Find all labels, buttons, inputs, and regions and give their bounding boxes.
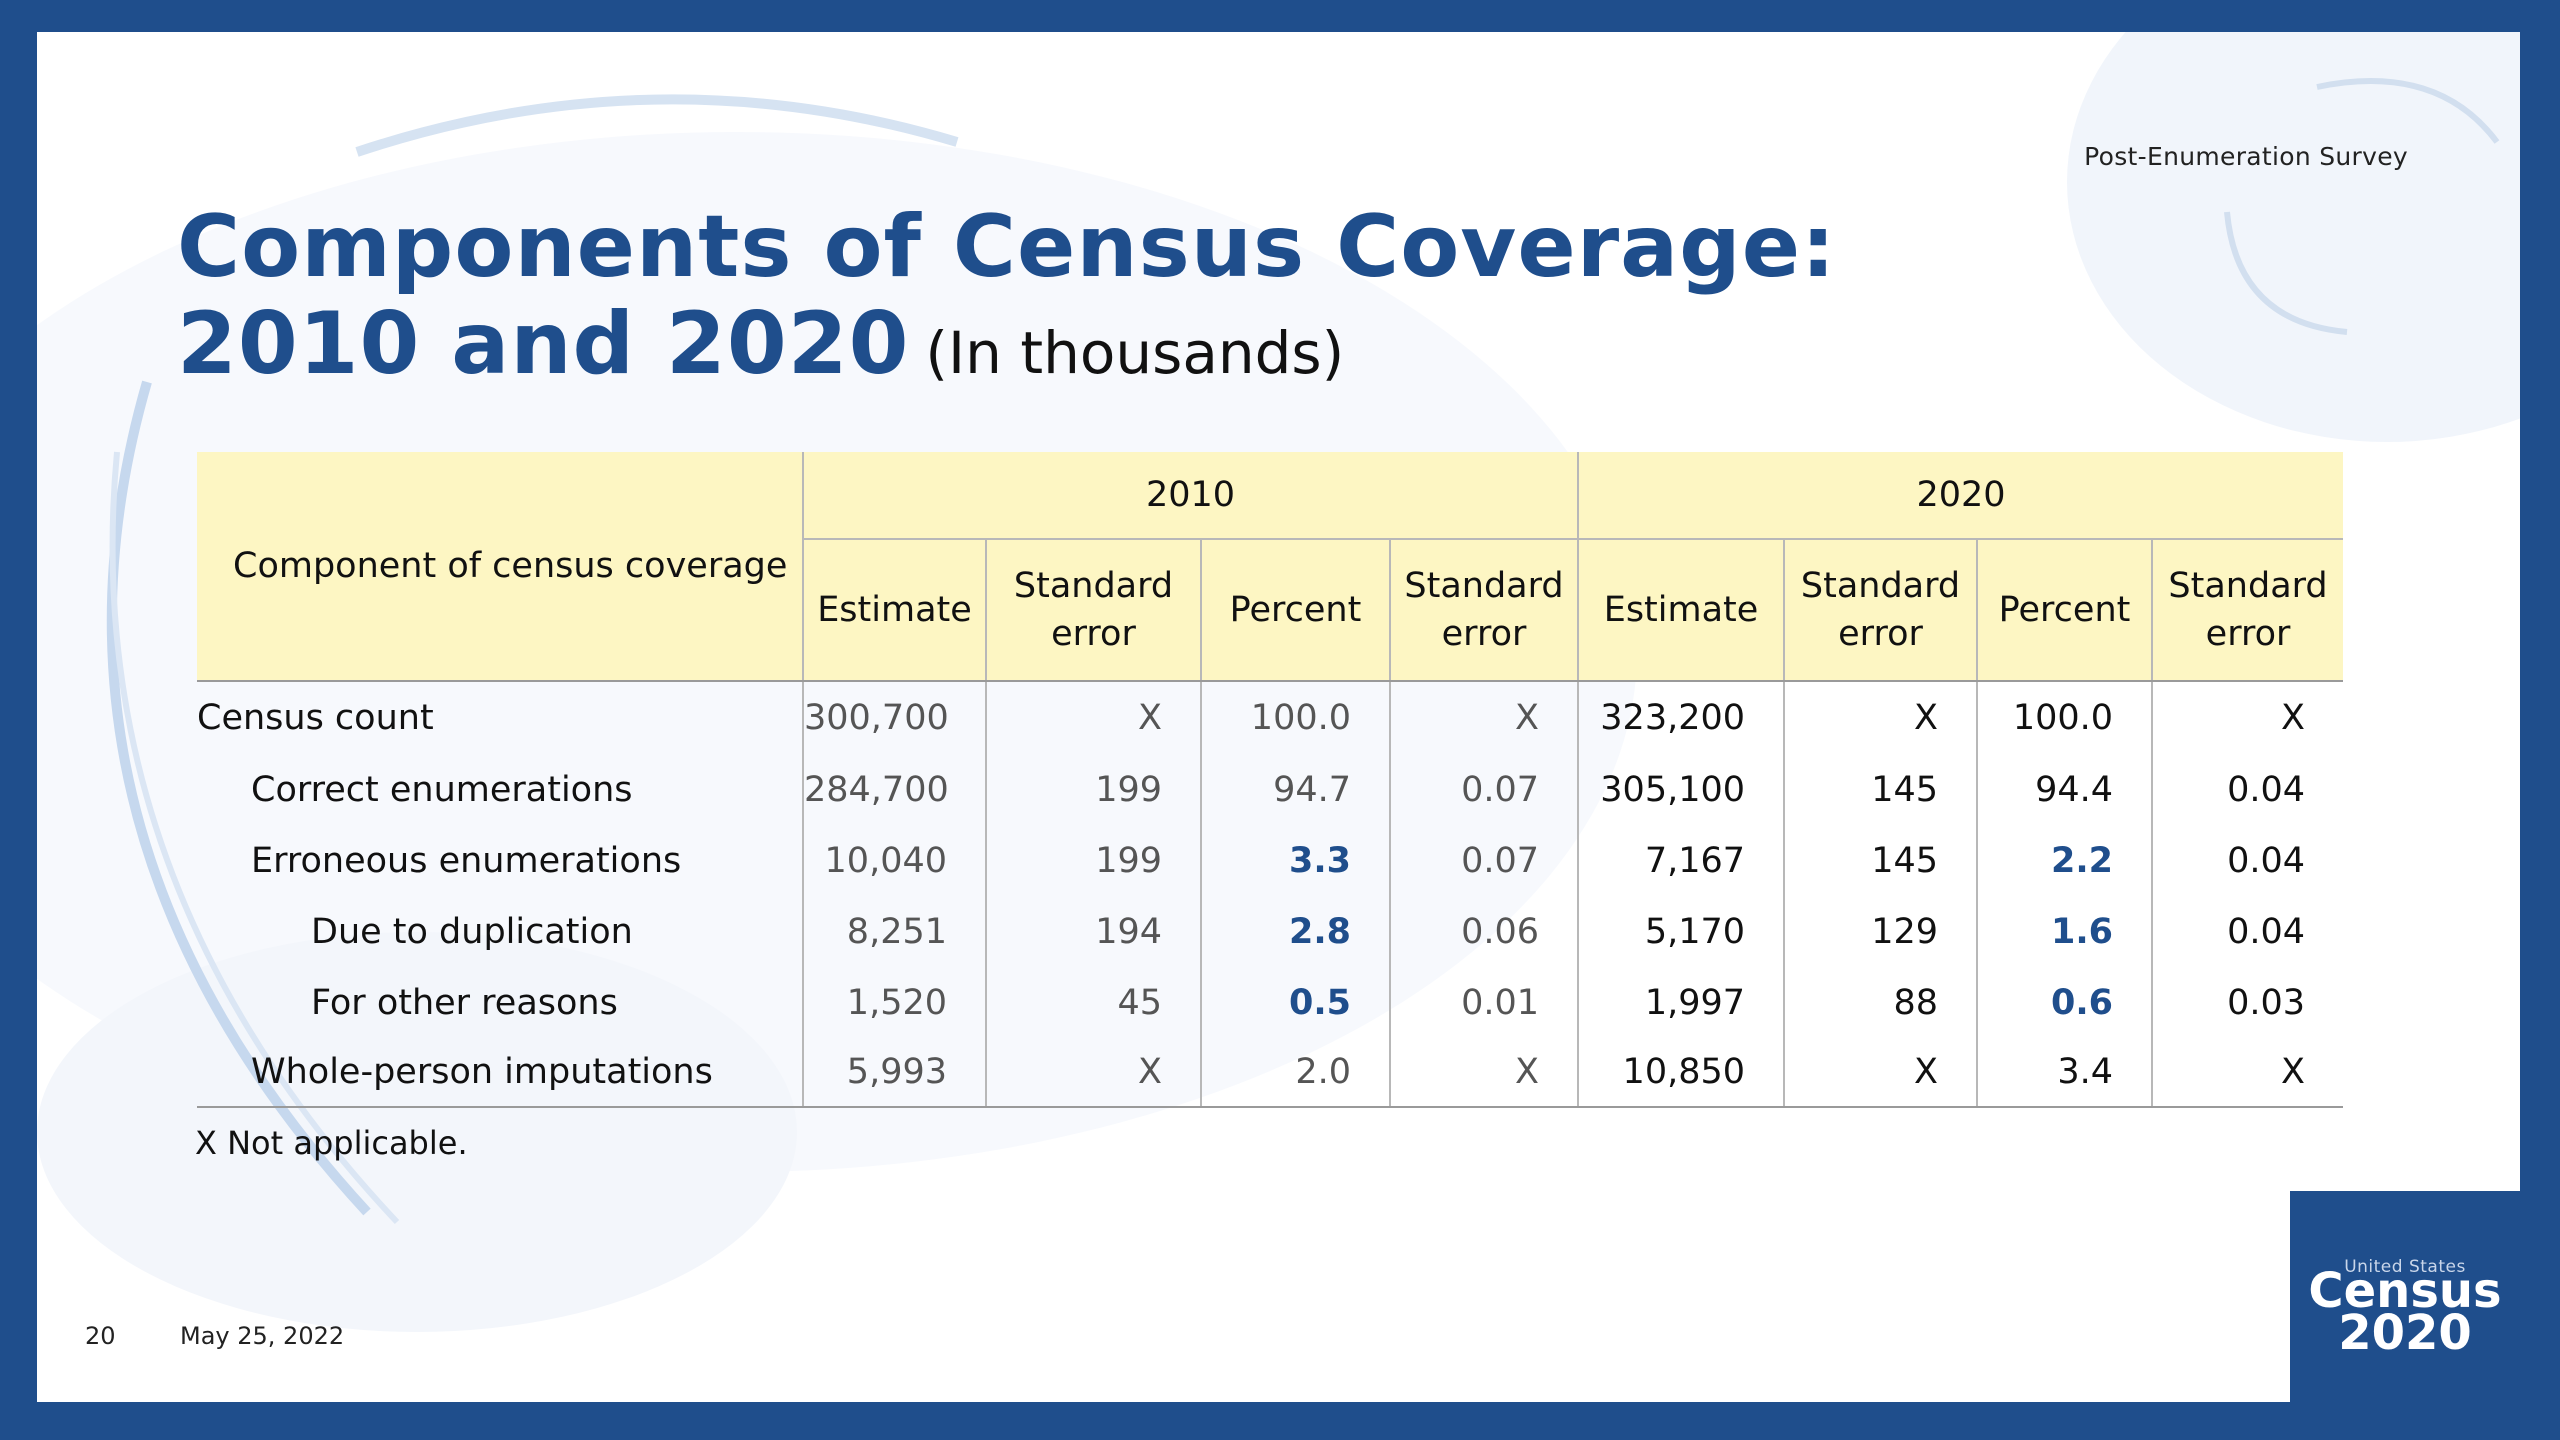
census-2020-logo: United States Census 2020	[2290, 1191, 2520, 1402]
table-cell-highlight: 1.6	[1976, 896, 2153, 967]
table-cell: X	[1388, 1038, 1579, 1108]
page-subtitle: (In thousands)	[925, 319, 1345, 387]
row-label: Census count	[197, 698, 434, 738]
row-label: Due to duplication	[311, 911, 633, 952]
header-row-measures: Estimate Standard error Percent Standard…	[197, 539, 2344, 682]
table-cell: 194	[985, 896, 1201, 967]
table-cell: 0.07	[1388, 825, 1579, 896]
table-cell-highlight: 0.5	[1200, 967, 1390, 1038]
table-cell: 3.4	[1976, 1038, 2153, 1108]
table-cell: 0.04	[2151, 896, 2344, 967]
table-cell: 284,700	[802, 754, 986, 825]
table-row: Due to duplication 8,251 194 2.8 0.06 5,…	[197, 896, 2344, 967]
table-cell-highlight: 2.8	[1200, 896, 1390, 967]
table-row: Correct enumerations 284,700 199 94.7 0.…	[197, 754, 2344, 825]
table-cell: 0.04	[2151, 825, 2344, 896]
table-cell: 8,251	[802, 896, 986, 967]
table-row: For other reasons 1,520 45 0.5 0.01 1,99…	[197, 967, 2344, 1038]
row-label: Correct enumerations	[251, 769, 633, 810]
logo-word: Census	[2308, 1263, 2502, 1319]
column-header-2020: 2020	[1577, 452, 2344, 540]
table-cell: 100.0	[1200, 681, 1390, 754]
table-cell: 0.04	[2151, 754, 2344, 825]
table-cell: 305,100	[1577, 754, 1785, 825]
table-row: Erroneous enumerations 10,040 199 3.3 0.…	[197, 825, 2344, 896]
table-cell: 2.0	[1200, 1038, 1390, 1108]
row-label: Whole-person imputations	[251, 1052, 713, 1092]
page-title-line-1: Components of Census Coverage:	[177, 197, 1837, 297]
page-title-years: 2010 and 2020	[177, 294, 910, 394]
column-header-se-2010: Standard error	[985, 539, 1201, 682]
logo-small-text: United States	[2344, 1257, 2466, 1277]
table-cell: X	[985, 1038, 1201, 1108]
coverage-table: Component of census coverage 2010 2020 E…	[197, 452, 2344, 1108]
column-header-component: Component of census coverage	[197, 452, 803, 682]
table-cell: 0.06	[1388, 896, 1579, 967]
table-cell: X	[1783, 681, 1978, 754]
table-cell: 323,200	[1577, 681, 1785, 754]
column-header-estimate-2010: Estimate	[802, 539, 986, 682]
table-cell: 199	[985, 825, 1201, 896]
row-label: For other reasons	[311, 982, 618, 1023]
table-cell: 100.0	[1976, 681, 2153, 754]
table-cell: X	[2151, 681, 2344, 754]
table-cell: 129	[1783, 896, 1978, 967]
table-cell: X	[1388, 681, 1579, 754]
column-header-percent-2010: Percent	[1200, 539, 1390, 682]
table-cell: 5,170	[1577, 896, 1785, 967]
column-header-pct-se-2020: Standard error	[2151, 539, 2344, 682]
table-cell: 7,167	[1577, 825, 1785, 896]
table-cell: 10,850	[1577, 1038, 1785, 1108]
table-cell: 94.7	[1200, 754, 1390, 825]
table-row: Whole-person imputations 5,993 X 2.0 X 1…	[197, 1038, 2344, 1108]
page-title-line-2: 2010 and 2020 (In thousands)	[177, 294, 1344, 394]
table-cell-highlight: 3.3	[1200, 825, 1390, 896]
table-cell: 0.03	[2151, 967, 2344, 1038]
page-number: 20	[85, 1322, 116, 1350]
row-label: Erroneous enumerations	[251, 840, 682, 881]
slide: Post-Enumeration Survey Components of Ce…	[37, 32, 2520, 1402]
footnote: X Not applicable.	[195, 1124, 468, 1162]
column-header-2010: 2010	[801, 452, 1579, 540]
slide-date: May 25, 2022	[180, 1322, 345, 1350]
table-cell: X	[985, 681, 1201, 754]
column-header-pct-se-2010: Standard error	[1388, 539, 1579, 682]
logo-year: 2020	[2338, 1305, 2472, 1361]
table-cell: 10,040	[802, 825, 986, 896]
table-cell: 0.07	[1388, 754, 1579, 825]
table-cell: X	[2151, 1038, 2344, 1108]
table-cell: 0.01	[1388, 967, 1579, 1038]
column-header-estimate-2020: Estimate	[1577, 539, 1785, 682]
table-cell: 300,700	[802, 681, 986, 754]
table-cell: 88	[1783, 967, 1978, 1038]
survey-label: Post-Enumeration Survey	[2084, 142, 2408, 171]
table-cell: 199	[985, 754, 1201, 825]
header-row-years: Component of census coverage 2010 2020	[197, 452, 2344, 682]
table-cell: 45	[985, 967, 1201, 1038]
column-header-percent-2020: Percent	[1976, 539, 2153, 682]
table-cell-highlight: 2.2	[1976, 825, 2153, 896]
table-row: Census count 300,700 X 100.0 X 323,200 X…	[197, 681, 2344, 754]
table-cell: 94.4	[1976, 754, 2153, 825]
table-cell: 1,520	[802, 967, 986, 1038]
table-cell: X	[1783, 1038, 1978, 1108]
column-header-se-2020: Standard error	[1783, 539, 1978, 682]
table-cell: 145	[1783, 754, 1978, 825]
table-cell: 145	[1783, 825, 1978, 896]
table-cell-highlight: 0.6	[1976, 967, 2153, 1038]
table-cell: 5,993	[802, 1038, 986, 1108]
table-cell: 1,997	[1577, 967, 1785, 1038]
